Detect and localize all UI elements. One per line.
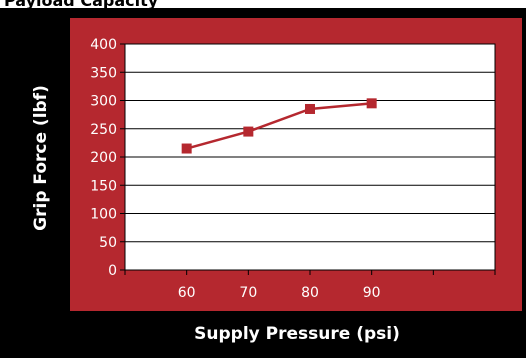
chart-title: Payload Capacity <box>4 0 159 10</box>
axis-ticks: 0 50 100 150 200 250 300 350 400 60 70 80 90 <box>90 37 496 301</box>
x-tick-label: 70 <box>239 285 257 301</box>
data-point-60 <box>181 143 192 154</box>
series-layer <box>181 98 377 154</box>
y-tick-label: 350 <box>90 65 117 81</box>
y-axis-title: Grip Force (lbf) <box>31 85 51 231</box>
y-tick-label: 400 <box>90 37 117 53</box>
data-point-80 <box>305 103 315 114</box>
y-tick-label: 150 <box>90 178 117 194</box>
y-tick-label: 250 <box>90 122 117 138</box>
series-line-0 <box>186 102 372 150</box>
y-tick-label: 200 <box>90 150 117 166</box>
y-tick-label: 50 <box>99 235 117 251</box>
y-tick-label: 100 <box>90 207 117 223</box>
data-point-90 <box>366 98 377 109</box>
x-axis-title: Supply Pressure (psi) <box>194 324 400 344</box>
data-point-70 <box>243 126 254 137</box>
x-tick-label: 90 <box>363 285 381 301</box>
y-tick-label: 300 <box>90 94 117 110</box>
gridlines <box>125 43 495 243</box>
x-tick-label: 60 <box>178 285 196 301</box>
x-tick-label: 80 <box>301 285 319 301</box>
y-tick-label: 0 <box>108 263 117 279</box>
